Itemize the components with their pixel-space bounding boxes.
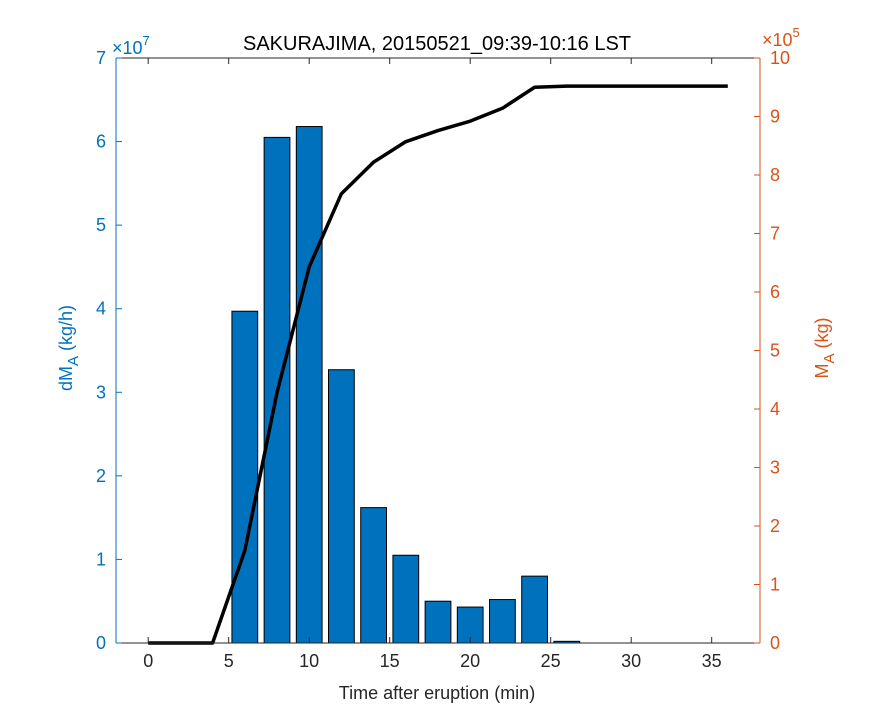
- left-tick-label-6: 6: [96, 132, 106, 152]
- right-tick-label-5: 5: [770, 341, 780, 361]
- axes-layer: [115, 57, 761, 644]
- right-tick-label-4: 4: [770, 399, 780, 419]
- right-tick-label-1: 1: [770, 575, 780, 595]
- right-tick-label-2: 2: [770, 516, 780, 536]
- bars-layer: [231, 126, 581, 644]
- left-exponent-power: 7: [143, 33, 150, 48]
- right-tick-label-9: 9: [770, 107, 780, 127]
- x-tick-label-25: 25: [541, 651, 561, 671]
- x-tick-label-15: 15: [380, 651, 400, 671]
- left-y-axis-label: dMA (kg/h): [56, 305, 82, 391]
- x-tick-label-20: 20: [460, 651, 480, 671]
- bar-0: [231, 310, 259, 644]
- x-tick-label-30: 30: [621, 651, 641, 671]
- right-exponent-base: ×10: [762, 30, 793, 50]
- labels-layer: SAKURAJIMA, 20150521_09:39-10:16 LST Tim…: [56, 25, 838, 703]
- left-y-label-main: dM: [56, 366, 76, 391]
- left-tick-label-0: 0: [96, 633, 106, 653]
- left-y-label-unit: (kg/h): [56, 305, 76, 356]
- bar-5: [392, 554, 420, 644]
- bar-2: [295, 126, 323, 644]
- left-exponent-label: ×107: [112, 33, 150, 58]
- x-tick-label-35: 35: [702, 651, 722, 671]
- right-tick-label-8: 8: [770, 165, 780, 185]
- left-tick-label-4: 4: [96, 299, 106, 319]
- left-tick-label-3: 3: [96, 382, 106, 402]
- bar-3: [328, 369, 355, 644]
- right-tick-label-3: 3: [770, 458, 780, 478]
- bar-4: [360, 507, 387, 644]
- left-exponent-base: ×10: [112, 38, 143, 58]
- x-tick-label-10: 10: [299, 651, 319, 671]
- left-y-label-sub: A: [65, 356, 82, 366]
- ticks-layer: 0 5 10 15 20 25 30 35 0 1 2 3 4 5 6 7 0 1 2 3 4 5 6 7 8 9 10: [96, 48, 790, 671]
- line-layer: [148, 84, 728, 645]
- right-exponent-label: ×105: [762, 25, 800, 50]
- left-tick-label-7: 7: [96, 48, 106, 68]
- right-tick-label-10: 10: [770, 48, 790, 68]
- bar-6: [424, 600, 452, 644]
- right-y-label-unit: (kg): [812, 317, 832, 353]
- left-tick-label-1: 1: [96, 549, 106, 569]
- right-tick-label-6: 6: [770, 282, 780, 302]
- right-tick-label-0: 0: [770, 633, 780, 653]
- left-tick-label-5: 5: [96, 215, 106, 235]
- x-tick-label-0: 0: [143, 651, 153, 671]
- cumulative-mass-line: [148, 84, 728, 645]
- chart-title: SAKURAJIMA, 20150521_09:39-10:16 LST: [243, 33, 631, 55]
- right-y-axis-label: MA (kg): [812, 317, 838, 378]
- bar-8: [489, 599, 516, 644]
- bar-9: [521, 575, 548, 644]
- right-y-label-sub: A: [821, 353, 838, 363]
- x-axis-label: Time after eruption (min): [339, 683, 535, 703]
- right-y-label-main: M: [812, 364, 832, 379]
- x-tick-label-5: 5: [224, 651, 234, 671]
- right-exponent-power: 5: [793, 25, 800, 40]
- right-tick-label-7: 7: [770, 224, 780, 244]
- left-tick-label-2: 2: [96, 466, 106, 486]
